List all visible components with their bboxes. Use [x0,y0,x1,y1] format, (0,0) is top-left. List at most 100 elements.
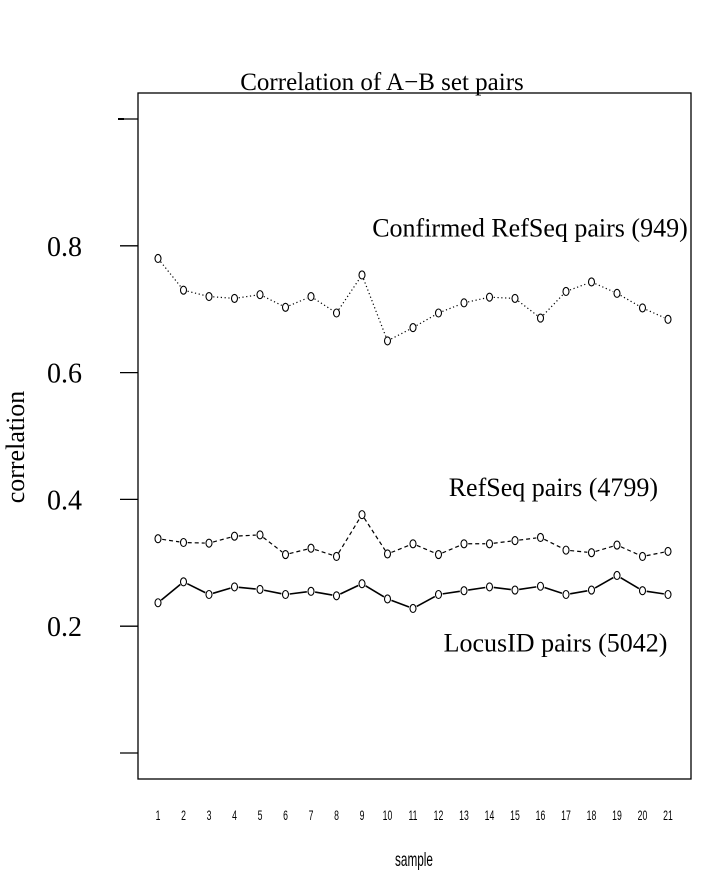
x-tick-label: 2 [181,808,186,824]
series-1-point [485,292,494,302]
series-3-point [638,586,647,596]
series-3-segment [160,583,181,601]
series-3-point [664,589,672,600]
series-3-segment [519,586,537,591]
series-2-segment [314,548,333,556]
series-2-segment [493,540,511,544]
x-tick-label: 12 [434,808,444,824]
series-1-segment [362,278,387,338]
series-annotation: RefSeq pairs (4799) [449,473,658,502]
series-1-point [179,285,188,295]
series-annotation: Confirmed RefSeq pairs (949) [372,213,688,242]
series-1-point [536,313,545,323]
series-3-segment [289,591,307,595]
series-2-segment [646,551,664,557]
series-1-point [587,277,596,287]
y-tick-label: 0.8 [47,232,82,263]
series-2-segment [391,544,410,553]
series-2-segment [519,537,537,541]
series-3-point [307,586,315,596]
series-2-point [511,536,519,546]
series-layer [154,253,672,613]
series-1-point [332,308,341,318]
series-annotation: LocusID pairs (5042) [444,629,668,658]
series-2-point [536,532,545,542]
series-1-segment [542,294,564,316]
series-1-point [205,291,213,302]
x-tick-label: 3 [207,808,212,824]
x-tick-label: 14 [485,808,495,824]
series-3-point [485,582,494,592]
series-3-point [434,589,443,600]
series-3-point [587,585,596,595]
x-tick-label: 17 [561,808,571,824]
series-3-segment [212,587,231,595]
series-1-segment [314,298,334,312]
x-tick-label: 21 [663,808,673,824]
series-3-segment [186,582,206,594]
series-3-point [281,589,290,600]
series-1-point [409,323,417,333]
x-tick-label: 7 [309,808,314,824]
series-3-point [511,585,519,595]
series-3-segment [570,589,588,595]
series-3-point [205,589,213,600]
series-2-segment [620,546,639,556]
y-tick-label: 0.4 [47,485,82,516]
series-3-point [536,581,545,591]
series-2-point [613,540,621,550]
x-tick-label: 13 [459,808,469,824]
series-1-segment [238,294,256,299]
series-1-point [230,293,239,303]
series-3-point [383,594,392,604]
series-1-segment [442,303,461,313]
series-1-point [154,253,162,264]
series-3-segment [315,591,333,596]
x-tick-label: 18 [587,808,597,824]
series-2-segment [289,548,308,555]
series-3-point [256,584,264,594]
series-3-segment [238,586,256,590]
series-3-segment [493,586,511,591]
series-2-point [154,534,162,544]
x-tick-label: 5 [258,808,263,824]
series-2-point [485,539,494,549]
series-2-point [358,510,366,520]
series-1-segment [187,290,206,297]
series-1-segment [467,297,486,303]
x-tick-label: 20 [638,808,648,824]
series-1-segment [263,295,283,306]
series-2-segment [162,538,180,543]
x-tick-label: 1 [156,808,161,824]
x-tick-label: 15 [510,808,520,824]
series-3-segment [263,589,282,595]
series-3-point [358,579,366,589]
series-3-segment [416,595,436,608]
series-3-segment [620,576,640,590]
series-2-point [562,545,570,555]
series-3-segment [442,590,460,595]
series-3-point [562,589,570,600]
series-2-point [434,550,443,560]
annotations-layer: Confirmed RefSeq pairs (949) RefSeq pairs… [372,213,688,657]
series-2-point [460,539,468,549]
series-1-point [383,336,392,346]
series-2-segment [416,544,435,554]
series-3-segment [544,586,563,594]
series-3-segment [365,585,385,598]
x-tick-label: 9 [360,808,365,824]
series-3-segment [339,584,359,595]
y-axis-label: correlation [1,391,30,504]
x-tick-label: 6 [283,808,288,824]
series-2-segment [442,544,461,554]
series-2-point [587,548,596,558]
y-tick-label: 0.6 [47,359,82,390]
series-3-segment [391,599,410,608]
series-2-segment [338,517,361,554]
series-2-segment [238,534,256,537]
series-1-point [511,293,519,303]
x-axis-label: sample [395,850,433,870]
plot-frame [137,92,692,780]
x-axis: 1 2 3 4 5 6 7 8 9 10 11 12 13 14 15 16 17 18 19 20 21 [156,808,673,824]
